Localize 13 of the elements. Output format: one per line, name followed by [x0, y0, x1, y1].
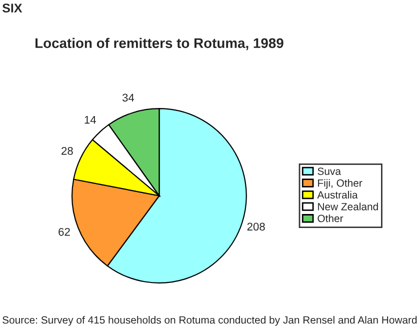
chart-title: Location of remitters to Rotuma, 1989	[36, 38, 284, 50]
data-label: 62	[58, 228, 70, 236]
legend-label: Suva	[318, 168, 341, 175]
legend-label: Australia	[317, 190, 358, 199]
legend-label: Fiji, Other	[318, 179, 362, 189]
data-label: 34	[122, 94, 134, 102]
legend-label: New Zealand	[318, 202, 378, 210]
legend-label: Other	[318, 214, 344, 222]
data-label: 28	[62, 146, 73, 155]
data-label: 14	[84, 116, 96, 124]
source-note: Source: Survey of 415 households on Rotuma conducted by Jan Rensel and Alan Howard	[2, 316, 417, 326]
text: SIX	[2, 4, 22, 12]
data-label: 208	[247, 222, 265, 231]
